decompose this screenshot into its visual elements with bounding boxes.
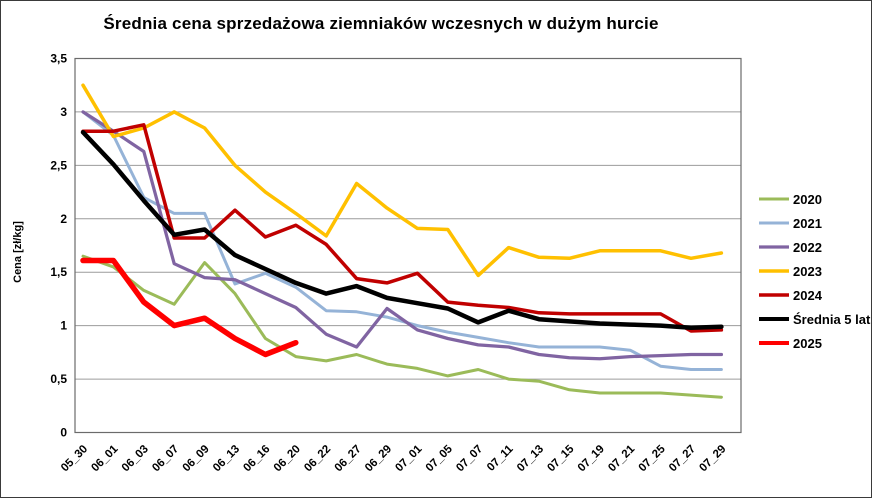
series-line-2022 xyxy=(81,110,724,361)
x-tick-label: 07_05 xyxy=(424,443,456,475)
series-line-2020 xyxy=(81,254,723,399)
y-tick-label: 3 xyxy=(60,105,67,119)
series-line-2021 xyxy=(81,110,723,371)
legend-swatch-2020 xyxy=(759,197,789,201)
y-tick-label: 1 xyxy=(60,319,67,333)
legend-item-2020: 2020 xyxy=(759,187,870,211)
legend-swatch-2022 xyxy=(759,245,789,249)
x-tick-label: 07_07 xyxy=(454,443,485,474)
plot-border xyxy=(74,57,742,434)
y-tick-label: 3,5 xyxy=(50,52,67,66)
legend-label: 2025 xyxy=(793,335,822,351)
y-tick-label: 1,5 xyxy=(50,265,67,279)
y-tick-label: 0 xyxy=(60,426,67,440)
x-tick-label: 06_22 xyxy=(302,443,333,474)
legend-label: 2021 xyxy=(793,215,822,231)
series-line-2024 xyxy=(81,123,724,333)
x-tick-label: 07_21 xyxy=(606,443,638,475)
x-tick-label: 07_11 xyxy=(485,443,516,474)
x-tick-label: 07_15 xyxy=(545,443,577,475)
series-line-2023 xyxy=(81,83,724,278)
x-tick-label: 06_20 xyxy=(272,443,303,474)
x-tick-label: 07_29 xyxy=(697,443,728,474)
legend-item-2024: 2024 xyxy=(759,283,870,307)
x-tick-label: 07_13 xyxy=(515,443,546,474)
legend-item-Średnia-5-lat: Średnia 5 lat xyxy=(759,307,870,331)
x-tick-label: 06_03 xyxy=(120,443,151,474)
x-tick-label: 06_13 xyxy=(211,443,242,474)
legend-label: 2020 xyxy=(793,191,822,207)
y-tick-label: 2,5 xyxy=(50,158,67,172)
x-tick-label: 07_25 xyxy=(637,443,669,475)
legend-item-2021: 2021 xyxy=(759,211,870,235)
y-tick-label: 0,5 xyxy=(50,372,67,386)
x-tick-label: 06_01 xyxy=(89,443,121,475)
legend-label: Średnia 5 lat xyxy=(793,311,871,327)
legend-item-2025: 2025 xyxy=(759,331,870,355)
x-tick-label: 06_16 xyxy=(241,443,272,474)
legend-label: 2023 xyxy=(793,263,822,279)
chart-legend: 2020 2021 2022 2023 2024 Średnia 5 lat 2025 xyxy=(759,187,870,355)
legend-label: 2024 xyxy=(793,287,822,303)
x-tick-label: 06_27 xyxy=(333,443,364,474)
chart-title: Średnia cena sprzedażowa ziemniaków wcze… xyxy=(103,14,659,33)
x-tick-label: 07_01 xyxy=(393,443,425,475)
legend-swatch-2024 xyxy=(759,293,789,297)
legend-label: 2022 xyxy=(793,239,822,255)
legend-swatch-2025 xyxy=(759,341,789,345)
x-tick-label: 06_07 xyxy=(150,443,181,474)
legend-item-2022: 2022 xyxy=(759,235,870,259)
series-line-Średnia-5-lat xyxy=(80,129,724,331)
x-tick-label: 05_30 xyxy=(59,443,90,474)
legend-swatch-2023 xyxy=(759,269,789,273)
x-tick-label: 06_29 xyxy=(363,443,394,474)
x-tick-label: 06_09 xyxy=(181,443,212,474)
legend-swatch-Średnia-5-lat xyxy=(759,317,789,321)
legend-swatch-2021 xyxy=(759,221,789,225)
x-tick-label: 07_27 xyxy=(667,443,698,474)
legend-item-2023: 2023 xyxy=(759,259,870,283)
series-line-2025 xyxy=(80,257,299,358)
y-tick-label: 2 xyxy=(60,212,67,226)
x-tick-label: 07_19 xyxy=(576,443,607,474)
